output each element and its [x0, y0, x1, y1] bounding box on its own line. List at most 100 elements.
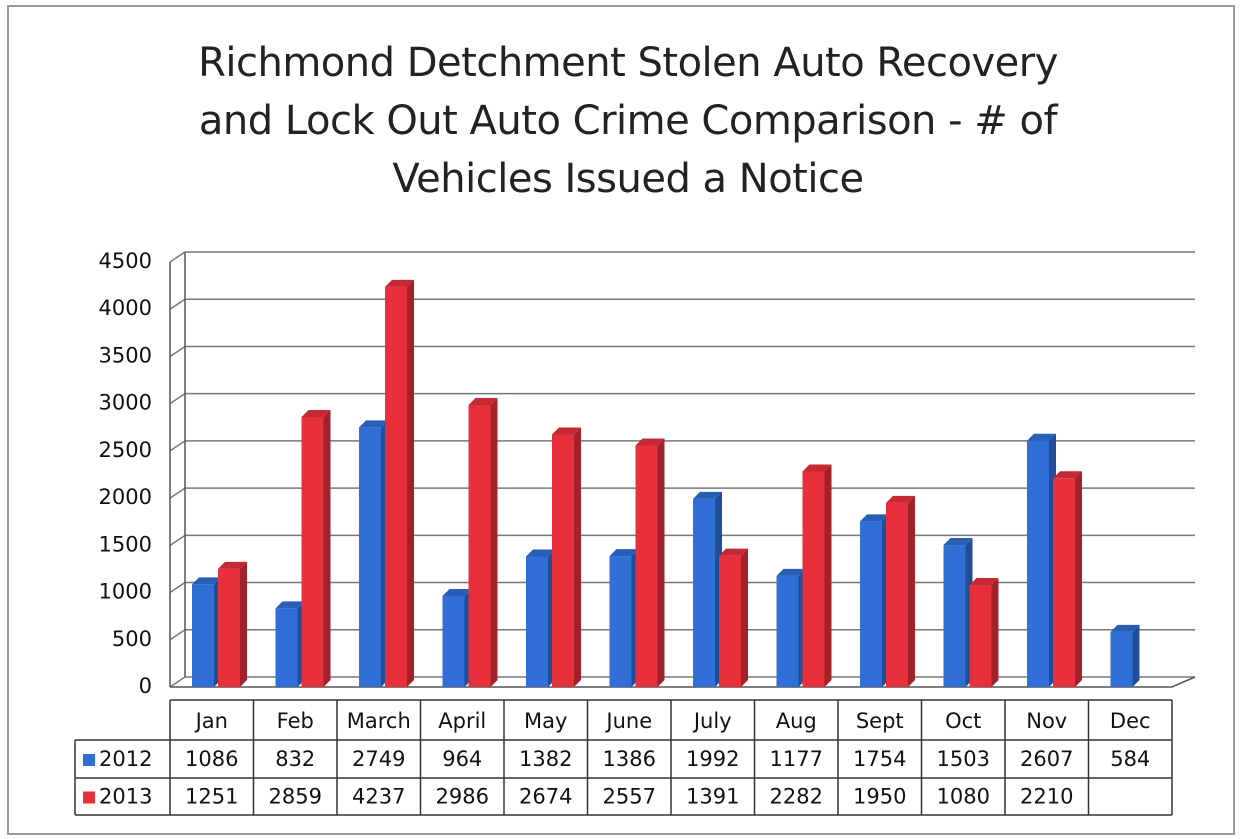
bar-side [1075, 471, 1082, 687]
bar-top [719, 548, 748, 556]
y-tick-label: 500 [112, 627, 152, 651]
bar-top [802, 464, 832, 472]
table-value: 1503 [937, 747, 990, 771]
table-value: 584 [1110, 747, 1150, 771]
bar-top [860, 514, 889, 522]
grid-depth [169, 440, 186, 452]
bar [552, 434, 574, 687]
legend-swatch [83, 791, 95, 804]
x-tick-label: March [347, 709, 411, 733]
bar-side [1132, 624, 1140, 687]
y-tick-label: 4000 [99, 296, 152, 320]
x-tick-label: Oct [945, 709, 981, 733]
bar [468, 404, 491, 687]
y-tick-label: 4500 [99, 249, 152, 273]
grid-depth [169, 629, 186, 641]
bar-top [776, 568, 806, 576]
x-tick-label: Nov [1026, 709, 1067, 733]
y-tick-label: 3500 [99, 343, 152, 367]
frame [7, 5, 1235, 835]
bar-side [991, 578, 999, 687]
x-tick-label: Dec [1110, 709, 1151, 733]
bar-top [609, 549, 639, 557]
bar-side [323, 409, 331, 687]
bar-top [301, 409, 331, 417]
bar [719, 555, 741, 687]
bar-side [490, 397, 498, 687]
bar-side [240, 561, 247, 687]
bar [385, 286, 407, 687]
bar [218, 568, 240, 687]
grid-depth [169, 581, 186, 594]
table-value: 1391 [686, 785, 739, 809]
table-value: 1251 [185, 785, 238, 809]
bar-top [969, 578, 999, 585]
table-value: 1992 [686, 747, 739, 771]
bar-side [741, 548, 748, 687]
table-value: 2210 [1020, 785, 1073, 809]
y-tick-label: 1000 [99, 580, 152, 604]
bar [442, 595, 465, 687]
grid-depth [169, 298, 186, 310]
y-tick-label: 2500 [99, 438, 152, 462]
table-value: 2986 [436, 785, 489, 809]
table-value: 1080 [937, 785, 990, 809]
grid-depth [169, 487, 186, 499]
grid-depth [169, 676, 186, 688]
y-tick-label: 0 [139, 674, 152, 698]
y-tick-label: 2000 [99, 485, 152, 509]
bar-side [407, 279, 414, 687]
floor [170, 676, 1196, 688]
legend-swatch [83, 754, 95, 766]
grid-depth [169, 534, 186, 546]
table-value: 832 [275, 747, 315, 771]
bar-top [359, 420, 388, 428]
bar-top [552, 427, 581, 435]
bar [943, 545, 966, 687]
bar-top [635, 438, 665, 446]
x-tick-label: Feb [277, 709, 314, 733]
bar-top [192, 577, 221, 585]
bar-top [385, 279, 414, 287]
bar-top [1110, 624, 1140, 632]
bar [635, 445, 658, 687]
bar-top [442, 588, 472, 596]
table-value: 1754 [853, 747, 906, 771]
bar [301, 416, 324, 687]
bar [1027, 440, 1049, 687]
bar [1110, 631, 1133, 687]
bar-side [824, 464, 832, 687]
table-value: 2749 [352, 747, 405, 771]
bar-top [526, 549, 555, 557]
table-value: 1086 [185, 747, 238, 771]
table-value: 1950 [853, 785, 906, 809]
bar [609, 556, 632, 687]
bar [275, 608, 298, 687]
bar-top [693, 491, 722, 499]
bar-top [1053, 471, 1082, 479]
x-tick-label: April [438, 709, 486, 733]
x-tick-label: Jan [194, 709, 228, 733]
bar-top [1027, 433, 1056, 441]
x-tick-label: May [524, 709, 567, 733]
bar [192, 584, 214, 687]
bar-top [943, 538, 973, 546]
table-value: 1386 [603, 747, 656, 771]
bar [860, 521, 882, 687]
legend-label: 2012 [99, 747, 152, 771]
bar [526, 556, 548, 687]
x-tick-label: Sept [856, 709, 904, 733]
bar-side [574, 427, 581, 687]
bar [776, 575, 799, 687]
grid-depth [169, 345, 186, 358]
table-value: 2557 [603, 785, 656, 809]
bar-top [468, 397, 498, 405]
table-value: 4237 [352, 785, 405, 809]
bar [969, 585, 992, 687]
bar [802, 471, 825, 687]
grid-depth [169, 393, 186, 405]
bar-top [275, 601, 305, 609]
y-tick-label: 1500 [99, 532, 152, 556]
